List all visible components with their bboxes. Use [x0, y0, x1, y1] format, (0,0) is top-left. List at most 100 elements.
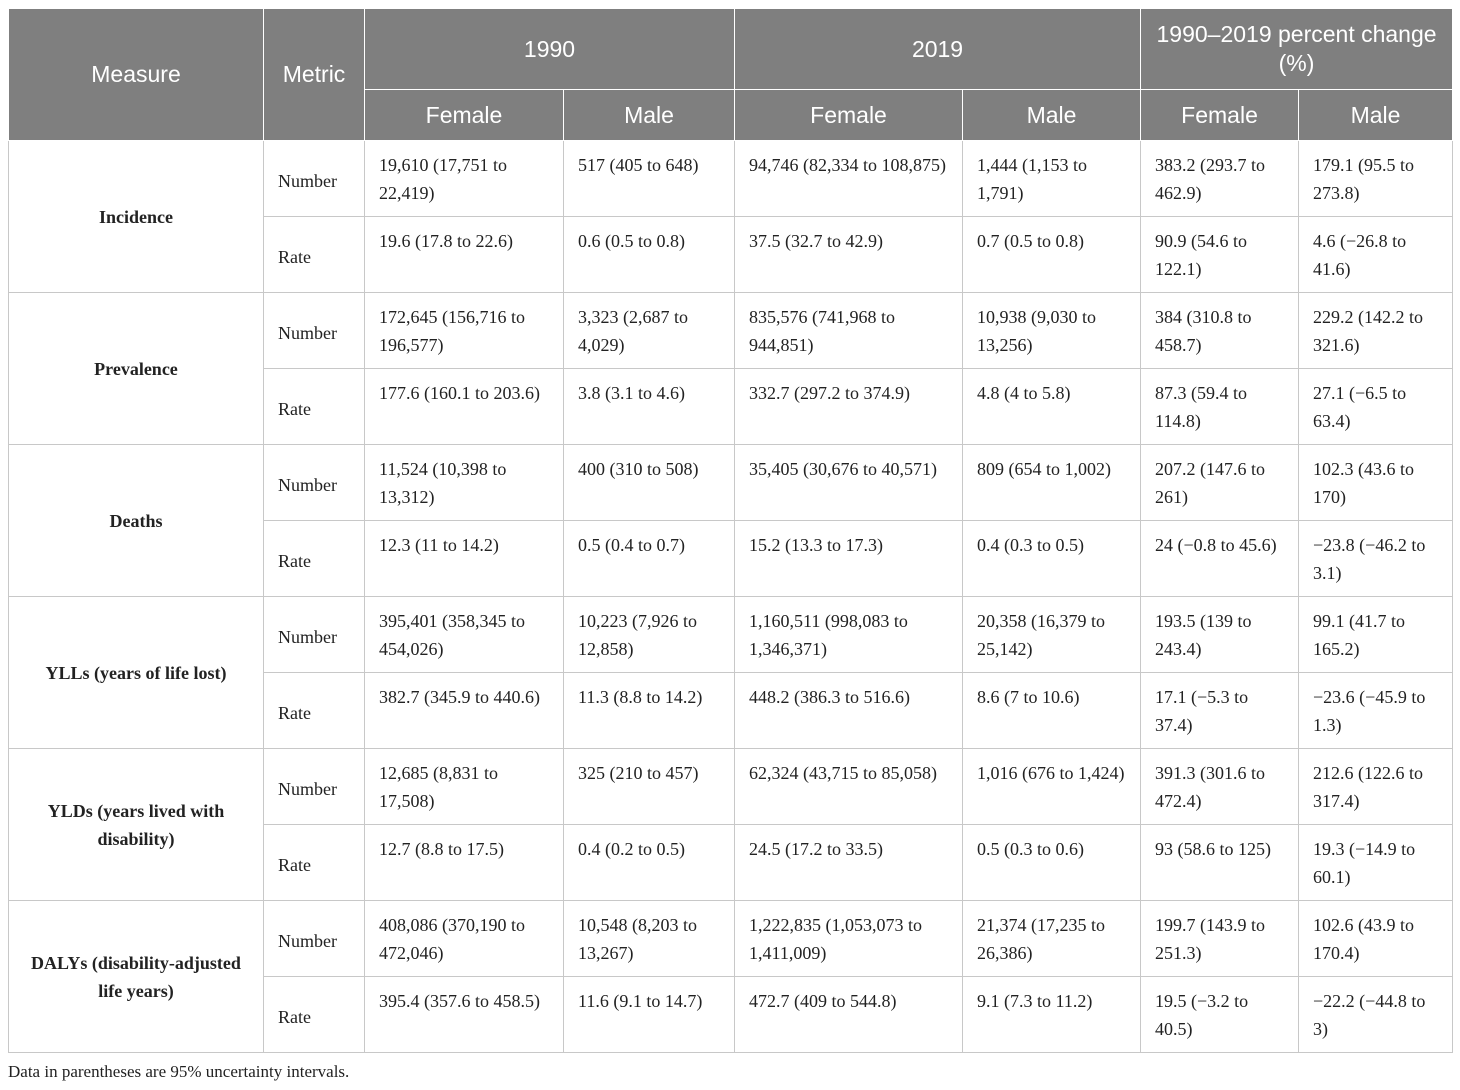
value-cell: 4.8 (4 to 5.8)	[962, 368, 1142, 445]
table-row: Rate 395.4 (357.6 to 458.5) 11.6 (9.1 to 1…	[9, 976, 1454, 1053]
value-cell: 15.2 (13.3 to 17.3)	[734, 520, 964, 597]
value-cell: 229.2 (142.2 to 321.6)	[1298, 292, 1454, 369]
value-cell: 395,401 (358,345 to 454,026)	[364, 596, 564, 673]
value-cell: 93 (58.6 to 125)	[1140, 824, 1300, 901]
header-male-1990: Male	[562, 89, 736, 141]
metric-cell: Number	[263, 140, 365, 217]
value-cell: 11.6 (9.1 to 14.7)	[562, 976, 736, 1053]
value-cell: 10,938 (9,030 to 13,256)	[962, 292, 1142, 369]
value-cell: 835,576 (741,968 to 944,851)	[734, 292, 964, 369]
table-row: Prevalence Number 172,645 (156,716 to 196,…	[8, 292, 1454, 445]
value-cell: 3.8 (3.1 to 4.6)	[562, 368, 736, 445]
value-cell: 17.1 (−5.3 to 37.4)	[1140, 672, 1300, 749]
value-cell: 408,086 (370,190 to 472,046)	[364, 900, 564, 977]
table-row: Rate 177.6 (160.1 to 203.6) 3.8 (3.1 to 4.…	[9, 368, 1454, 445]
metric-cell: Rate	[263, 520, 365, 597]
measure-cell: YLDs (years lived with disability)	[8, 748, 264, 901]
header-measure: Measure	[8, 8, 264, 141]
value-cell: 102.6 (43.9 to 170.4)	[1298, 900, 1454, 977]
value-cell: 94,746 (82,334 to 108,875)	[734, 140, 964, 217]
metric-cell: Number	[263, 292, 365, 369]
header-year-2019: 2019	[734, 8, 1142, 90]
value-cell: 391.3 (301.6 to 472.4)	[1140, 748, 1300, 825]
value-cell: 199.7 (143.9 to 251.3)	[1140, 900, 1300, 977]
measure-cell: Deaths	[8, 444, 264, 597]
value-cell: 0.5 (0.3 to 0.6)	[962, 824, 1142, 901]
header-male-2019: Male	[962, 89, 1142, 141]
metric-cell: Number	[263, 748, 365, 825]
metric-cell: Rate	[263, 824, 365, 901]
value-cell: 0.4 (0.2 to 0.5)	[562, 824, 736, 901]
value-cell: 24 (−0.8 to 45.6)	[1140, 520, 1300, 597]
value-cell: 87.3 (59.4 to 114.8)	[1140, 368, 1300, 445]
value-cell: 809 (654 to 1,002)	[962, 444, 1142, 521]
value-cell: 19.5 (−3.2 to 40.5)	[1140, 976, 1300, 1053]
table-row: Rate 382.7 (345.9 to 440.6) 11.3 (8.8 to 1…	[9, 672, 1454, 749]
table-row: Rate 12.3 (11 to 14.2) 0.5 (0.4 to 0.7) 15.…	[9, 520, 1454, 597]
value-cell: 24.5 (17.2 to 33.5)	[734, 824, 964, 901]
value-cell: 384 (310.8 to 458.7)	[1140, 292, 1300, 369]
table-row: Rate 12.7 (8.8 to 17.5) 0.4 (0.2 to 0.5) 24…	[9, 824, 1454, 901]
value-cell: 0.4 (0.3 to 0.5)	[962, 520, 1142, 597]
value-cell: 517 (405 to 648)	[562, 140, 736, 217]
table-footnote: Data in parentheses are 95% uncertainty …	[8, 1062, 350, 1081]
table-row: Deaths Number 11,524 (10,398 to 13,312) 400…	[8, 444, 1454, 597]
value-cell: 20,358 (16,379 to 25,142)	[962, 596, 1142, 673]
value-cell: 0.6 (0.5 to 0.8)	[562, 216, 736, 293]
value-cell: 207.2 (147.6 to 261)	[1140, 444, 1300, 521]
metric-cell: Number	[263, 596, 365, 673]
header-female-2019: Female	[734, 89, 964, 141]
metric-cell: Rate	[263, 368, 365, 445]
value-cell: 193.5 (139 to 243.4)	[1140, 596, 1300, 673]
value-cell: 21,374 (17,235 to 26,386)	[962, 900, 1142, 977]
value-cell: 0.7 (0.5 to 0.8)	[962, 216, 1142, 293]
value-cell: 1,444 (1,153 to 1,791)	[962, 140, 1142, 217]
metric-cell: Number	[263, 444, 365, 521]
table-row: YLLs (years of life lost) Number 395,401 (…	[8, 596, 1454, 749]
value-cell: 12.3 (11 to 14.2)	[364, 520, 564, 597]
value-cell: 332.7 (297.2 to 374.9)	[734, 368, 964, 445]
value-cell: 382.7 (345.9 to 440.6)	[364, 672, 564, 749]
value-cell: 102.3 (43.6 to 170)	[1298, 444, 1454, 521]
measure-cell: DALYs (disability-adjusted life years)	[8, 900, 264, 1053]
value-cell: 35,405 (30,676 to 40,571)	[734, 444, 964, 521]
value-cell: 0.5 (0.4 to 0.7)	[562, 520, 736, 597]
table-row: DALYs (disability-adjusted life years) Nu…	[8, 900, 1454, 1053]
table-row: Incidence Number 19,610 (17,751 to 22,419)…	[8, 140, 1454, 293]
value-cell: 1,016 (676 to 1,424)	[962, 748, 1142, 825]
measure-cell: Incidence	[8, 140, 264, 293]
value-cell: 99.1 (41.7 to 165.2)	[1298, 596, 1454, 673]
metric-cell: Rate	[263, 672, 365, 749]
value-cell: 19.3 (−14.9 to 60.1)	[1298, 824, 1454, 901]
value-cell: 325 (210 to 457)	[562, 748, 736, 825]
value-cell: −23.8 (−46.2 to 3.1)	[1298, 520, 1454, 597]
header-metric: Metric	[263, 8, 365, 141]
value-cell: 11.3 (8.8 to 14.2)	[562, 672, 736, 749]
table-body: Incidence Number 19,610 (17,751 to 22,419)…	[8, 140, 1454, 1053]
value-cell: 179.1 (95.5 to 273.8)	[1298, 140, 1454, 217]
results-table: Measure Metric 1990 2019 1990–2019 perce…	[8, 8, 1454, 1053]
metric-cell: Rate	[263, 976, 365, 1053]
value-cell: 62,324 (43,715 to 85,058)	[734, 748, 964, 825]
value-cell: 400 (310 to 508)	[562, 444, 736, 521]
value-cell: 212.6 (122.6 to 317.4)	[1298, 748, 1454, 825]
table-row: YLDs (years lived with disability) Number…	[8, 748, 1454, 901]
value-cell: 1,222,835 (1,053,073 to 1,411,009)	[734, 900, 964, 977]
header-male-change: Male	[1298, 89, 1454, 141]
value-cell: −22.2 (−44.8 to 3)	[1298, 976, 1454, 1053]
header-female-1990: Female	[364, 89, 564, 141]
value-cell: 10,548 (8,203 to 13,267)	[562, 900, 736, 977]
value-cell: 11,524 (10,398 to 13,312)	[364, 444, 564, 521]
metric-cell: Rate	[263, 216, 365, 293]
metric-cell: Number	[263, 900, 365, 977]
measure-cell: Prevalence	[8, 292, 264, 445]
value-cell: 27.1 (−6.5 to 63.4)	[1298, 368, 1454, 445]
header-female-change: Female	[1140, 89, 1300, 141]
value-cell: 12,685 (8,831 to 17,508)	[364, 748, 564, 825]
value-cell: 4.6 (−26.8 to 41.6)	[1298, 216, 1454, 293]
value-cell: 10,223 (7,926 to 12,858)	[562, 596, 736, 673]
value-cell: −23.6 (−45.9 to 1.3)	[1298, 672, 1454, 749]
value-cell: 1,160,511 (998,083 to 1,346,371)	[734, 596, 964, 673]
header-year-1990: 1990	[363, 8, 736, 90]
value-cell: 9.1 (7.3 to 11.2)	[962, 976, 1142, 1053]
